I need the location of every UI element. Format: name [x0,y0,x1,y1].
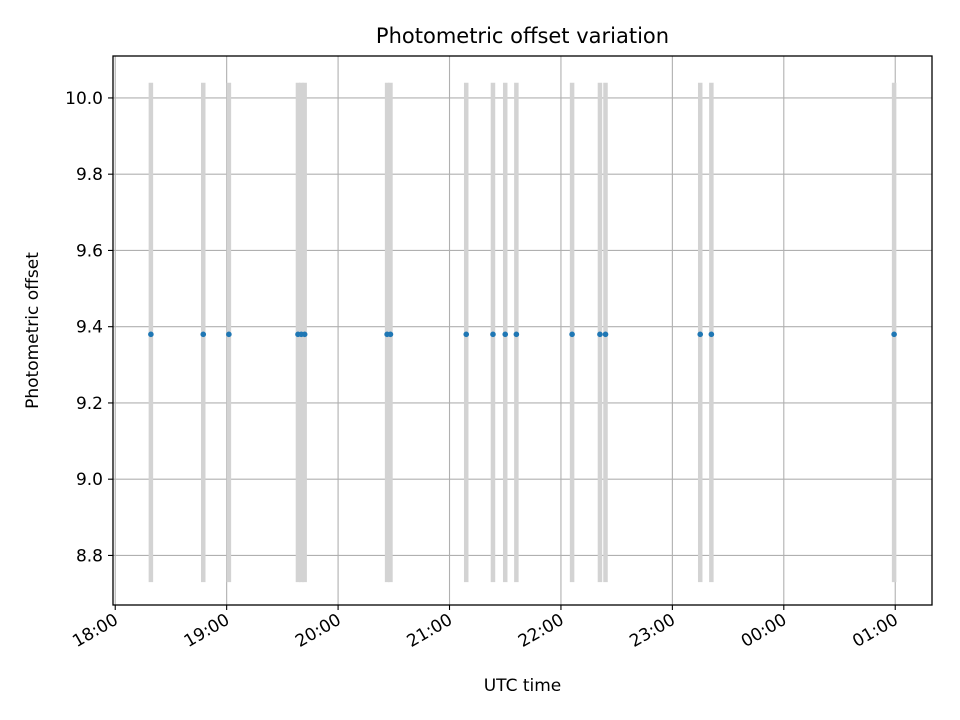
y-tick-label: 9.6 [76,241,103,261]
data-point [602,331,609,338]
y-tick-label: 10.0 [65,89,103,109]
data-point [597,331,603,338]
data-points [148,331,897,338]
data-point [200,331,207,338]
y-axis-ticks: 8.8 9.0 9.2 9.4 9.6 9.8 10.0 [65,89,113,566]
data-point [301,331,308,338]
y-tick-label: 8.8 [76,546,103,566]
data-point [708,331,715,338]
y-tick-label: 9.0 [76,470,103,490]
data-point [697,331,704,338]
data-point [891,331,897,338]
x-axis-label: UTC time [484,676,562,696]
y-axis-label: Photometric offset [23,252,43,409]
data-point [502,331,509,338]
data-point [148,331,154,338]
data-point [463,331,470,338]
plot-frame [112,55,933,606]
data-point [387,331,394,338]
data-point [490,331,496,338]
data-point [569,331,575,338]
grid [113,56,932,605]
y-tick-label: 9.8 [76,165,103,185]
y-tick-label: 9.4 [76,318,103,338]
chart-title: Photometric offset variation [376,24,669,48]
data-point [226,331,232,338]
y-tick-label: 9.2 [76,394,103,414]
data-point [513,331,520,338]
